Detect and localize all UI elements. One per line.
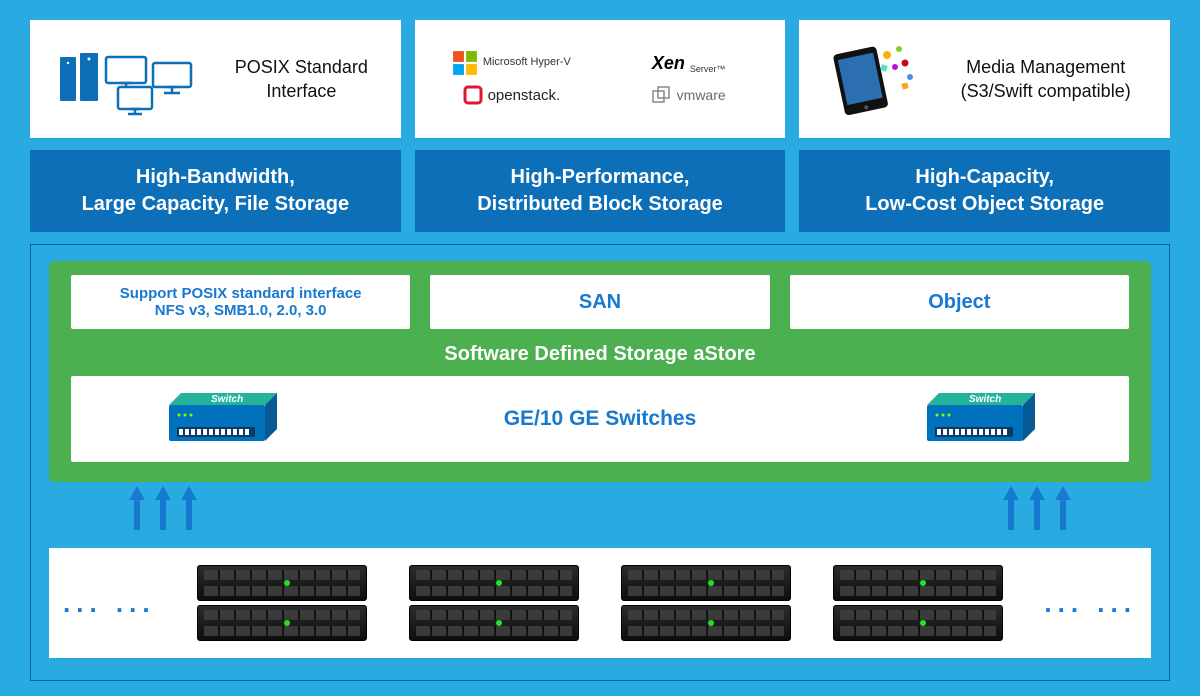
protocol-row: Support POSIX standard interface NFS v3,… [71,275,1129,329]
vmware-icon [652,86,672,104]
windows-icon [452,50,478,76]
server-unit-icon [197,565,367,601]
media-label: Media Management (S3/Swift compatible) [939,55,1152,104]
server-stack [833,565,1003,641]
server-unit-icon [621,605,791,641]
server-unit-icon [197,605,367,641]
svg-text:Switch: Switch [969,394,1001,405]
hypervisor-openstack: openstack. [433,82,590,108]
switch-label: GE/10 GE Switches [504,407,697,431]
openstack-icon [463,85,483,105]
posix-computers-icon [48,37,208,122]
hypervisor-vmware: vmware [610,82,767,108]
server-unit-icon [621,565,791,601]
top-row: POSIX Standard Interface Microsoft Hyper… [30,20,1170,138]
sds-green-box: Support POSIX standard interface NFS v3,… [49,261,1151,482]
blue-row: High-Bandwidth, Large Capacity, File Sto… [30,150,1170,232]
lower-container: Support POSIX standard interface NFS v3,… [30,244,1170,681]
arrow-up-icon [1029,486,1045,530]
hypervisor-grid: Microsoft Hyper-V Xen Server™ openstack. [433,50,768,108]
arrow-up-icon [129,486,145,530]
media-tablet-icon [817,37,927,122]
proto-san: SAN [430,275,769,329]
switch-right-icon: Switch [919,391,1039,447]
arrow-up-icon [1003,486,1019,530]
switch-left-icon: Switch [161,391,281,447]
blue-object: High-Capacity, Low-Cost Object Storage [799,150,1170,232]
hypervisor-xen: Xen Server™ [610,50,767,76]
arrow-group-right [1003,486,1071,530]
posix-card: POSIX Standard Interface [30,20,401,138]
blue-file: High-Bandwidth, Large Capacity, File Sto… [30,150,401,232]
servers-row: ... ... ... ... [49,548,1151,658]
server-stack [409,565,579,641]
server-stack [621,565,791,641]
hypervisor-hyperv: Microsoft Hyper-V [433,50,590,76]
media-card: Media Management (S3/Swift compatible) [799,20,1170,138]
ellipsis-left: ... ... [63,588,156,619]
server-stack [197,565,367,641]
ellipsis-right: ... ... [1044,588,1137,619]
blue-block: High-Performance, Distributed Block Stor… [415,150,786,232]
arrows-row [49,486,1151,530]
hypervisors-card: Microsoft Hyper-V Xen Server™ openstack. [415,20,786,138]
arrow-up-icon [155,486,171,530]
server-unit-icon [409,565,579,601]
proto-object: Object [790,275,1129,329]
server-unit-icon [409,605,579,641]
switch-row: Switch GE/10 GE Switches Switch [71,376,1129,462]
arrow-up-icon [181,486,197,530]
storage-architecture-diagram: POSIX Standard Interface Microsoft Hyper… [30,20,1170,676]
server-unit-icon [833,565,1003,601]
arrow-up-icon [1055,486,1071,530]
server-unit-icon [833,605,1003,641]
proto-file: Support POSIX standard interface NFS v3,… [71,275,410,329]
arrow-group-left [129,486,197,530]
sds-title: Software Defined Storage aStore [71,343,1129,366]
svg-text:Switch: Switch [211,394,243,405]
posix-label: POSIX Standard Interface [220,55,383,104]
